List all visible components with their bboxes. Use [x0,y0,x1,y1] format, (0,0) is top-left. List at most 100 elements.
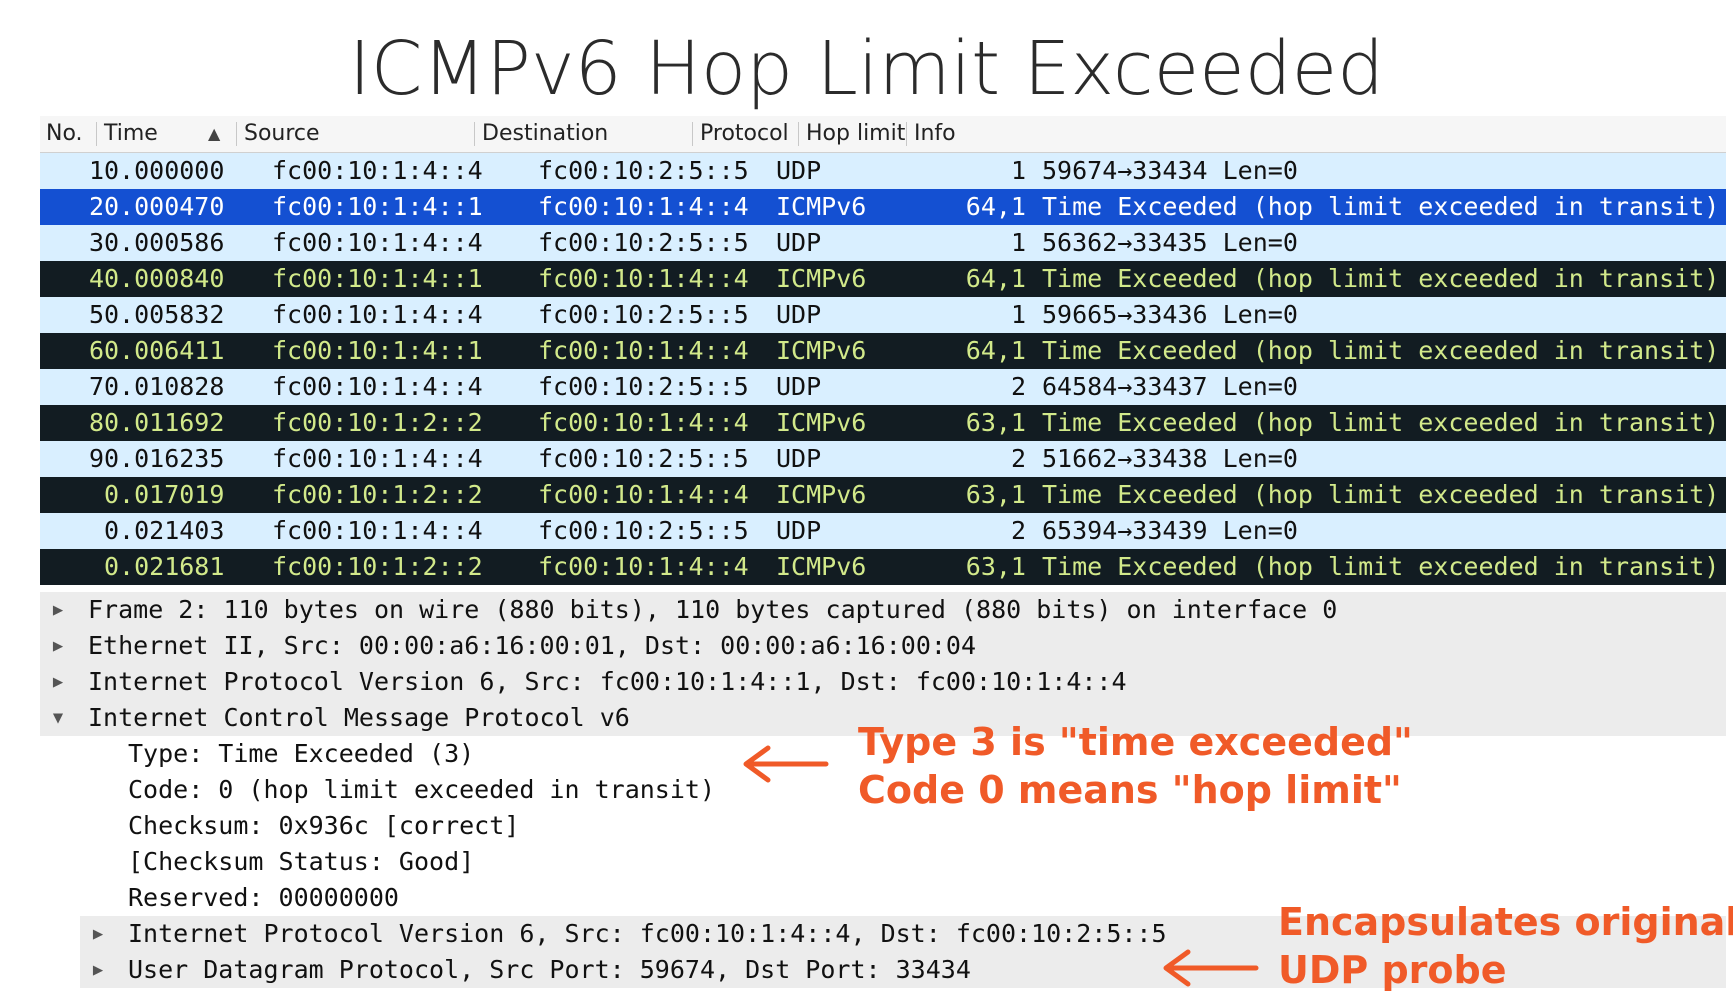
column-separator[interactable] [798,122,799,146]
packet-row[interactable]: 8 0.011692 fc00:10:1:2::2 fc00:10:1:4::4… [40,405,1726,441]
detail-frame[interactable]: ▶ Frame 2: 110 bytes on wire (880 bits),… [40,592,1726,628]
column-separator[interactable] [692,122,693,146]
packet-row[interactable]: 3 0.000586 fc00:10:1:4::4 fc00:10:2:5::5… [40,225,1726,261]
cell-no: 2 [88,192,104,221]
packet-row[interactable]: 7 0.010828 fc00:10:1:4::4 fc00:10:2:5::5… [40,369,1726,405]
expand-arrow-icon[interactable]: ▶ [92,960,104,980]
column-header-time[interactable]: Time [104,121,158,146]
column-separator[interactable] [474,122,475,146]
slide-title: ICMPv6 Hop Limit Exceeded [348,26,1385,112]
packet-row[interactable]: 0.021681 fc00:10:1:2::2 fc00:10:1:4::4 I… [40,549,1726,585]
column-header-protocol[interactable]: Protocol [700,121,789,146]
cell-info: 65394→33439 Len=0 [1042,516,1298,545]
expand-arrow-icon[interactable]: ▶ [92,924,104,944]
cell-hop-limit: 2 [1010,444,1026,473]
cell-no: 6 [88,336,104,365]
packet-row[interactable]: 1 0.000000 fc00:10:1:4::4 fc00:10:2:5::5… [40,153,1726,189]
sort-ascending-icon: ▲ [208,124,221,143]
detail-inner-ipv6[interactable]: ▶ Internet Protocol Version 6, Src: fc00… [80,916,1726,952]
column-header-info[interactable]: Info [914,121,956,146]
cell-destination: fc00:10:1:4::4 [538,192,749,221]
cell-source: fc00:10:1:4::1 [272,192,483,221]
detail-inner-udp[interactable]: ▶ User Datagram Protocol, Src Port: 5967… [80,952,1726,988]
cell-no: 9 [88,444,104,473]
detail-icmp-type-text: Type: Time Exceeded (3) [128,739,475,768]
cell-no: 1 [88,156,104,185]
packet-row[interactable]: 4 0.000840 fc00:10:1:4::1 fc00:10:1:4::4… [40,261,1726,297]
packet-row[interactable]: 9 0.016235 fc00:10:1:4::4 fc00:10:2:5::5… [40,441,1726,477]
detail-icmp-checksum-status-text: [Checksum Status: Good] [128,847,475,876]
cell-hop-limit: 64,1 [965,336,1026,365]
cell-destination: fc00:10:1:4::4 [538,552,749,581]
cell-no: 8 [88,408,104,437]
cell-destination: fc00:10:1:4::4 [538,408,749,437]
packet-row[interactable]: 5 0.005832 fc00:10:1:4::4 fc00:10:2:5::5… [40,297,1726,333]
detail-ipv6[interactable]: ▶ Internet Protocol Version 6, Src: fc00… [40,664,1726,700]
column-header-hop-limit[interactable]: Hop limit [806,121,906,146]
cell-info: Time Exceeded (hop limit exceeded in tra… [1042,264,1720,293]
annotation-encapsulates: Encapsulates original [1278,900,1733,944]
detail-icmp-code-text: Code: 0 (hop limit exceeded in transit) [128,775,715,804]
cell-info: Time Exceeded (hop limit exceeded in tra… [1042,408,1720,437]
column-header-source[interactable]: Source [244,121,320,146]
packet-row-selected[interactable]: 2 0.000470 fc00:10:1:4::1 fc00:10:1:4::4… [40,189,1726,225]
cell-time: 0.010828 [104,372,225,401]
cell-time: 0.000840 [104,264,225,293]
detail-icmp-type[interactable]: Type: Time Exceeded (3) [40,736,740,772]
cell-hop-limit: 1 [1010,228,1026,257]
cell-destination: fc00:10:1:4::4 [538,480,749,509]
cell-time: 0.000586 [104,228,225,257]
cell-protocol: UDP [776,156,822,185]
cell-protocol: UDP [776,444,822,473]
annotation-arrow-icon [1163,949,1259,987]
cell-source: fc00:10:1:2::2 [272,408,483,437]
packet-row[interactable]: 0.021403 fc00:10:1:4::4 fc00:10:2:5::5 U… [40,513,1726,549]
cell-hop-limit: 63,1 [965,480,1026,509]
cell-no: 3 [88,228,104,257]
expand-arrow-icon[interactable]: ▶ [52,672,64,692]
cell-info: Time Exceeded (hop limit exceeded in tra… [1042,480,1720,509]
packet-list: No. Time ▲ Source Destination Protocol H… [40,116,1726,590]
cell-protocol: UDP [776,372,822,401]
expand-arrow-icon[interactable]: ▶ [52,636,64,656]
packet-row[interactable]: 0.017019 fc00:10:1:2::2 fc00:10:1:4::4 I… [40,477,1726,513]
cell-source: fc00:10:1:2::2 [272,552,483,581]
detail-icmp-reserved-text: Reserved: 00000000 [128,883,399,912]
cell-source: fc00:10:1:4::4 [272,300,483,329]
cell-info: 59665→33436 Len=0 [1042,300,1298,329]
cell-info: Time Exceeded (hop limit exceeded in tra… [1042,552,1720,581]
cell-source: fc00:10:1:4::4 [272,516,483,545]
cell-protocol: ICMPv6 [776,192,867,221]
packet-row[interactable]: 6 0.006411 fc00:10:1:4::1 fc00:10:1:4::4… [40,333,1726,369]
expand-arrow-icon[interactable]: ▶ [52,600,64,620]
packet-rows: 1 0.000000 fc00:10:1:4::4 fc00:10:2:5::5… [40,153,1726,585]
cell-time: 0.017019 [104,480,225,509]
collapse-arrow-icon[interactable]: ▼ [52,708,64,728]
detail-icmpv6[interactable]: ▼ Internet Control Message Protocol v6 [40,700,1726,736]
cell-info: 59674→33434 Len=0 [1042,156,1298,185]
cell-source: fc00:10:1:4::4 [272,372,483,401]
column-separator[interactable] [906,122,907,146]
cell-protocol: ICMPv6 [776,264,867,293]
annotation-arrow-icon [743,745,829,783]
detail-ethernet[interactable]: ▶ Ethernet II, Src: 00:00:a6:16:00:01, D… [40,628,1726,664]
cell-destination: fc00:10:2:5::5 [538,228,749,257]
cell-protocol: UDP [776,228,822,257]
column-header-destination[interactable]: Destination [482,121,609,146]
detail-icmp-reserved[interactable]: Reserved: 00000000 [40,880,740,916]
cell-hop-limit: 63,1 [965,552,1026,581]
cell-hop-limit: 2 [1010,516,1026,545]
column-header-no[interactable]: No. [46,121,83,146]
cell-no: 4 [88,264,104,293]
detail-icmp-code[interactable]: Code: 0 (hop limit exceeded in transit) [40,772,740,808]
cell-no: 7 [88,372,104,401]
cell-hop-limit: 63,1 [965,408,1026,437]
cell-no [40,513,104,549]
detail-inner-udp-text: User Datagram Protocol, Src Port: 59674,… [128,955,971,984]
cell-destination: fc00:10:2:5::5 [538,372,749,401]
column-separator[interactable] [236,122,237,146]
detail-icmp-checksum[interactable]: Checksum: 0x936c [correct] [40,808,740,844]
detail-icmp-checksum-status[interactable]: [Checksum Status: Good] [40,844,740,880]
column-separator[interactable] [96,122,97,146]
detail-ipv6-text: Internet Protocol Version 6, Src: fc00:1… [88,667,1127,696]
